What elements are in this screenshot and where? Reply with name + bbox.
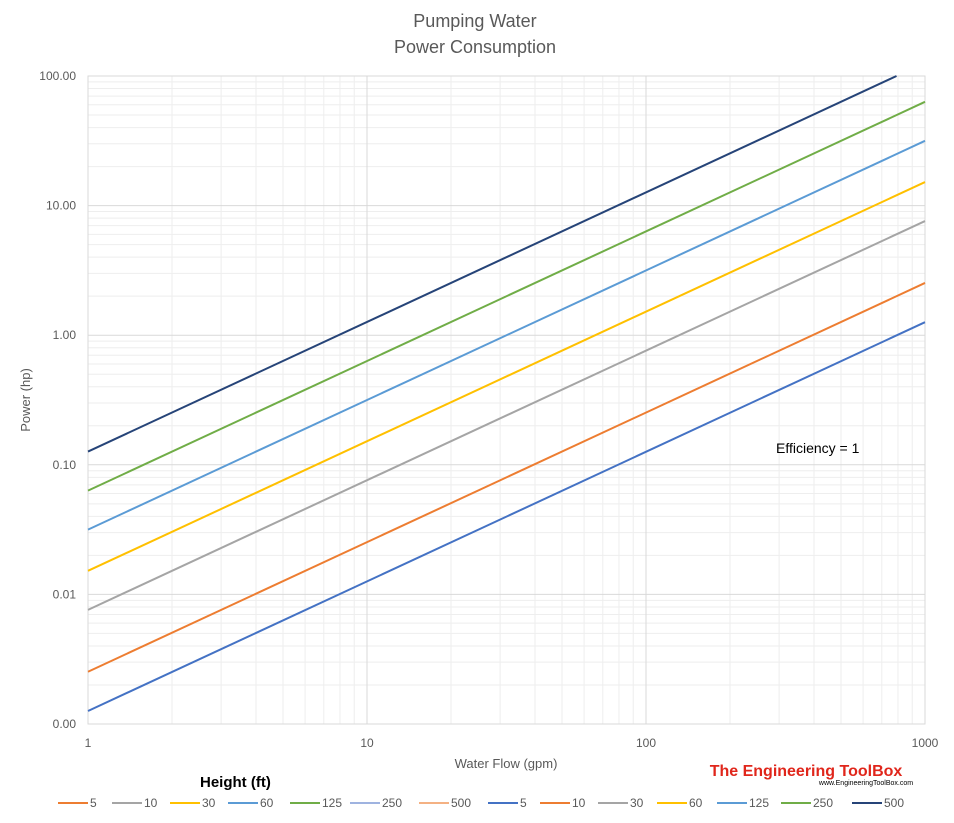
legend-entry: 500 [852,796,904,810]
legend-entry: 500 [419,796,471,810]
legend-label: 500 [884,796,904,810]
chart-title-line-1: Pumping Water [413,11,536,31]
x-tick-label: 1000 [912,736,939,750]
x-tick-label: 100 [636,736,656,750]
x-axis-ticks: 1 10 100 1000 [85,736,939,750]
efficiency-annotation: Efficiency = 1 [776,440,860,456]
brand-url: www.EngineeringToolBox.com [818,780,913,787]
legend-label: 125 [322,796,342,810]
legend-entry: 60 [657,796,703,810]
legend-label: 5 [90,796,97,810]
engineering-toolbox-logo: The Engineering ToolBox www.EngineeringT… [710,763,914,787]
y-tick-label: 0.01 [53,587,77,601]
legend-entry: 10 [112,796,158,810]
legend-label: 30 [202,796,216,810]
legend-entry: 125 [290,796,342,810]
y-tick-label: 100.00 [39,69,76,83]
y-axis-label: Power (hp) [18,368,33,432]
legend-label: 5 [520,796,527,810]
legend-entry: 5 [488,796,527,810]
x-tick-label: 10 [360,736,374,750]
legend-label: 30 [630,796,644,810]
legend-label: 250 [813,796,833,810]
legend-label: 10 [144,796,158,810]
x-tick-label: 1 [85,736,92,750]
legend-entry: 60 [228,796,274,810]
legend-entry: 30 [170,796,216,810]
legend-entry: 10 [540,796,586,810]
series-lines [87,75,926,712]
legend-label: 60 [260,796,274,810]
series-line-30ft [87,220,926,611]
legend-entry: 5 [58,796,97,810]
series-line-500ft [87,75,897,453]
legend-title: Height (ft) [200,774,271,791]
chart-title-line-2: Power Consumption [394,37,556,57]
y-axis-ticks: 0.00 0.01 0.10 1.00 10.00 100.00 [39,69,76,731]
legend: 5 10 30 60 125 250 500 5 10 30 60 125 250 500 [58,796,904,810]
series-line-5ft [87,321,926,712]
legend-label: 125 [749,796,769,810]
legend-entry: 250 [781,796,833,810]
major-gridlines [87,75,926,725]
legend-entry: 125 [717,796,769,810]
legend-entry: 30 [598,796,644,810]
legend-label: 250 [382,796,402,810]
y-tick-label: 1.00 [53,328,77,342]
legend-label: 60 [689,796,703,810]
series-line-10ft [87,282,926,673]
minor-gridlines [88,76,925,724]
legend-label: 500 [451,796,471,810]
x-axis-label: Water Flow (gpm) [455,756,558,771]
plot-area [87,75,926,725]
series-line-60ft [87,181,926,572]
legend-label: 10 [572,796,586,810]
brand-name: The Engineering ToolBox [710,763,903,780]
y-tick-label: 10.00 [46,199,76,213]
y-tick-label: 0.10 [53,458,77,472]
series-line-250ft [87,100,926,492]
series-line-125ft [87,139,926,531]
y-tick-label: 0.00 [53,717,77,731]
legend-entry: 250 [350,796,402,810]
